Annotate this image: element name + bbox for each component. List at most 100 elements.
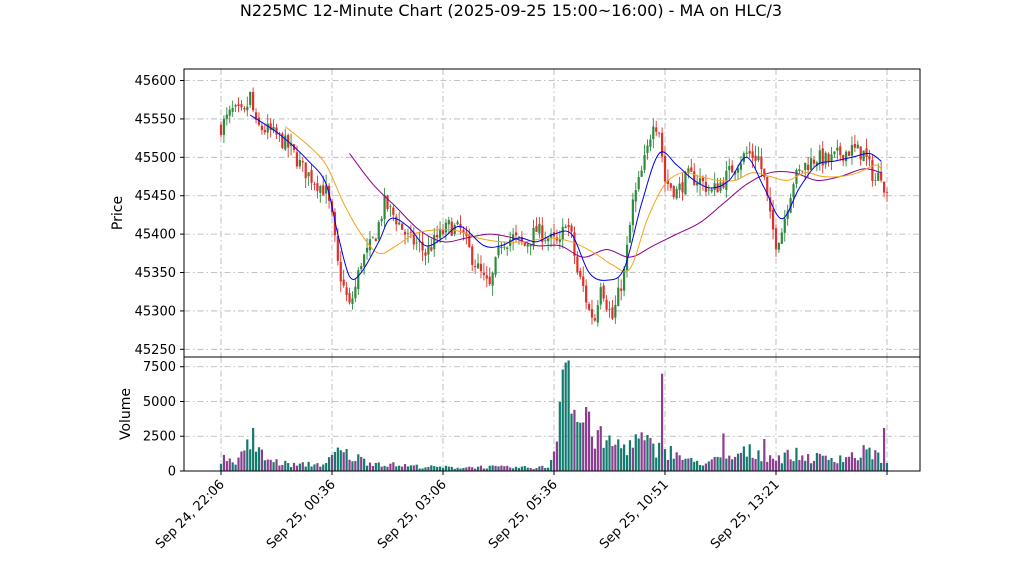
volume-bar	[701, 465, 705, 471]
volume-bar	[853, 458, 856, 471]
candle-body	[585, 285, 588, 303]
volume-bar	[605, 440, 608, 471]
candle-body	[307, 172, 310, 177]
candle-body	[880, 171, 883, 181]
volume-bar	[719, 457, 722, 471]
volume-bar	[243, 450, 246, 471]
candle-body	[734, 171, 737, 175]
candle-body	[579, 270, 582, 277]
volume-bar	[707, 461, 710, 471]
volume-bar	[290, 467, 293, 471]
candle-body	[506, 247, 509, 249]
candle-body	[698, 178, 702, 185]
volume-bar	[228, 458, 231, 471]
volume-bar	[500, 465, 503, 471]
candle-body	[818, 150, 821, 164]
volume-bar	[874, 450, 877, 471]
candle-body	[623, 268, 626, 291]
candle-body	[278, 132, 281, 134]
volume-bar	[325, 463, 328, 471]
candle-body	[871, 160, 874, 181]
volume-bar	[669, 446, 672, 471]
candle-body	[771, 209, 775, 230]
candle-body	[263, 129, 266, 133]
candle-body	[424, 252, 427, 256]
volume-bar	[465, 467, 468, 471]
volume-bar	[766, 461, 769, 471]
candle-body	[675, 189, 678, 199]
volume-bar	[538, 466, 541, 471]
volume-bar	[596, 430, 599, 471]
candle-body	[655, 127, 658, 132]
candle-body	[716, 183, 719, 193]
volume-bar	[418, 468, 421, 471]
candle-body	[877, 172, 880, 181]
candle-body	[596, 305, 599, 323]
volume-bar	[447, 466, 450, 471]
candle-body	[780, 232, 783, 244]
volume-bar	[459, 468, 462, 471]
volume-bar	[769, 455, 772, 471]
volume-bar	[751, 457, 754, 471]
x-tick-label: Sep 25, 00:36	[264, 477, 339, 552]
candle-body	[663, 155, 667, 182]
candle-body	[301, 161, 304, 163]
volume-bar	[260, 449, 263, 471]
volume-bar	[777, 455, 781, 471]
candle-body	[751, 151, 754, 158]
volume-bar	[585, 407, 588, 471]
candle-body	[766, 176, 769, 196]
x-tick-label: Sep 24, 22:06	[153, 477, 228, 552]
volume-bar	[374, 462, 377, 471]
volume-tick-label: 2500	[143, 430, 176, 445]
candle-body	[243, 107, 246, 110]
candle-body	[672, 186, 675, 197]
candle-body	[812, 159, 816, 164]
volume-bar	[842, 462, 845, 471]
candle-body	[853, 143, 856, 148]
candle-body	[295, 152, 299, 167]
volume-bar	[252, 427, 255, 471]
candle-body	[219, 124, 223, 136]
volume-bar	[602, 447, 605, 471]
candle-body	[547, 238, 550, 242]
candle-body	[707, 189, 710, 191]
candle-body	[570, 225, 573, 232]
volume-bar	[234, 464, 237, 471]
volume-bar	[763, 439, 766, 471]
volume-bar	[693, 461, 696, 471]
volume-bar	[643, 440, 646, 471]
candle-body	[538, 223, 541, 234]
candle-body	[398, 222, 401, 225]
volume-tick-label: 7500	[143, 360, 176, 375]
candle-body	[345, 287, 348, 296]
volume-bar	[836, 463, 839, 471]
volume-bar	[222, 454, 226, 471]
candle-body	[573, 232, 576, 256]
candle-body	[827, 153, 830, 163]
volume-bar	[865, 449, 868, 471]
volume-bar	[859, 457, 862, 471]
volume-bar	[424, 467, 427, 471]
volume-bar	[257, 447, 261, 471]
volume-bar	[830, 457, 833, 471]
candle-body	[719, 182, 722, 191]
volume-bar	[520, 466, 523, 471]
candle-body	[339, 261, 342, 282]
candle-body	[240, 104, 243, 108]
candle-body	[433, 234, 436, 250]
volume-bar	[620, 448, 623, 471]
candle-body	[342, 279, 345, 286]
candle-body	[736, 168, 740, 173]
volume-bar	[567, 360, 570, 471]
price-tick-label: 45300	[135, 304, 176, 319]
candle-body	[576, 256, 579, 273]
candle-body	[807, 164, 810, 171]
volume-bar	[780, 463, 783, 471]
volume-bar	[710, 459, 713, 471]
volume-bar	[532, 468, 535, 471]
candle-body	[561, 226, 564, 240]
candle-body	[646, 145, 649, 154]
candle-body	[544, 240, 547, 242]
candle-body	[526, 244, 529, 247]
